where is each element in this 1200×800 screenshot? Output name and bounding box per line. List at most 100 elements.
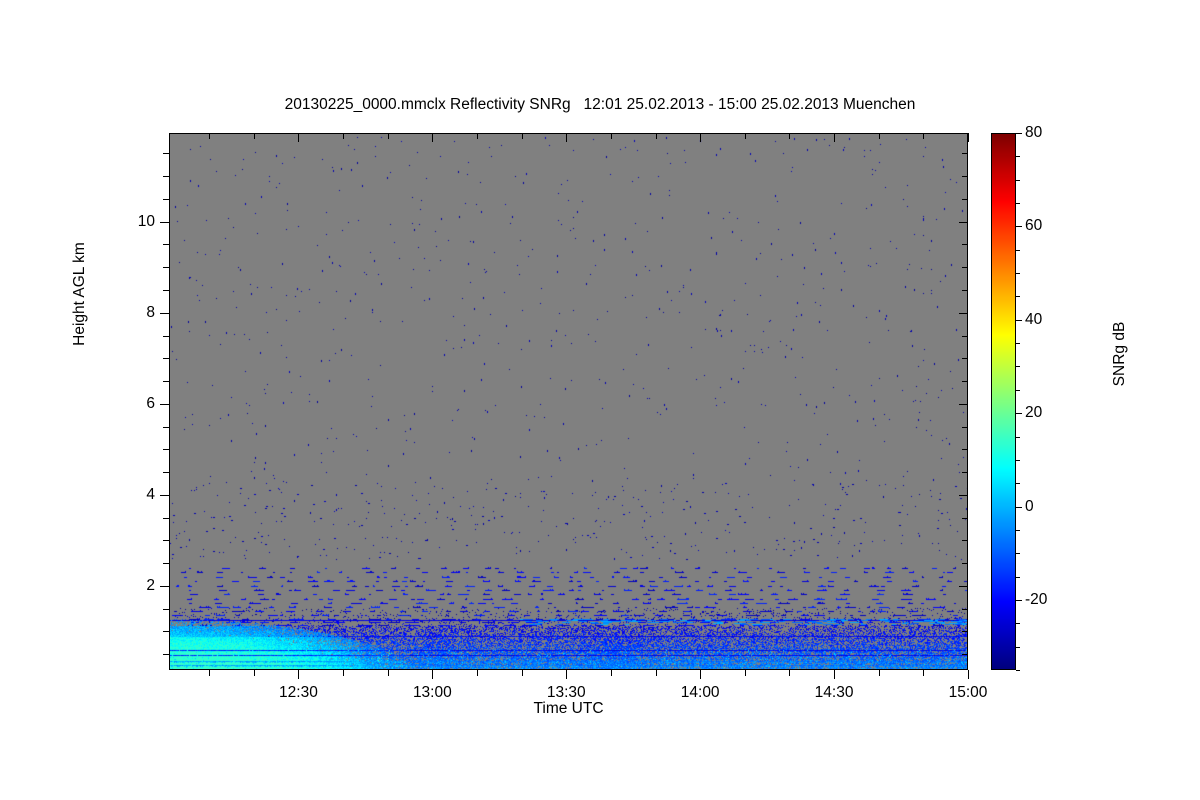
y-axis-tick — [163, 631, 169, 633]
page-title: 20130225_0000.mmclx Reflectivity SNRg 12… — [284, 96, 916, 113]
colorbar-tick — [1016, 343, 1020, 345]
x-axis-tick — [476, 670, 478, 676]
y-axis-tick-label: 4 — [146, 485, 155, 503]
colorbar-tick — [1016, 366, 1020, 368]
x-axis-tick — [744, 670, 746, 676]
y-axis-tick-right — [962, 290, 968, 291]
colorbar-label: SNRg dB — [1111, 321, 1128, 387]
y-axis-tick-right — [962, 449, 968, 451]
colorbar-tick-label: 80 — [1025, 124, 1043, 141]
colorbar-tick — [1016, 459, 1020, 461]
y-axis-tick — [163, 563, 169, 565]
colorbar-tick-label: 60 — [1025, 217, 1043, 235]
x-axis-tick-label: 12:30 — [279, 684, 318, 701]
y-axis-tick-right — [962, 517, 968, 519]
y-axis-tick-right — [959, 494, 968, 496]
x-axis-tick — [610, 670, 612, 676]
x-axis-tick — [253, 670, 255, 676]
colorbar-tick — [1016, 506, 1022, 508]
colorbar-tick — [1016, 179, 1020, 181]
y-axis-tick-right — [962, 358, 968, 360]
y-axis-tick-label: 10 — [137, 212, 155, 230]
x-axis-tick — [923, 670, 925, 676]
y-axis-tick-right — [959, 403, 968, 405]
colorbar-gradient — [991, 133, 1016, 670]
y-axis-tick — [160, 221, 169, 223]
colorbar-tick — [1016, 296, 1020, 298]
y-axis-tick-right — [962, 335, 968, 337]
x-axis-tick-top — [744, 133, 746, 139]
y-axis-tick-label: 6 — [146, 394, 155, 412]
y-axis-tick — [163, 176, 169, 178]
colorbar-tick — [1016, 319, 1022, 321]
y-axis-tick — [160, 494, 169, 496]
y-axis-tick-right — [962, 654, 968, 656]
y-axis-tick-right — [962, 244, 968, 246]
y-axis-tick — [163, 654, 169, 656]
colorbar-tick — [1016, 389, 1020, 391]
x-axis-tick-top — [610, 133, 612, 139]
y-axis-tick — [163, 517, 169, 519]
colorbar: 80 60 40 20 0 -20 — [991, 124, 1047, 671]
y-axis-tick-right — [962, 426, 968, 428]
x-axis-tick — [834, 670, 836, 679]
x-axis-tick-top — [209, 133, 211, 139]
x-axis-tick — [789, 670, 791, 676]
x-axis-tick-top — [253, 133, 255, 139]
x-axis-tick-label: 14:30 — [814, 684, 854, 701]
colorbar-tick — [1016, 156, 1020, 158]
y-axis-tick-right — [959, 221, 968, 223]
y-axis-tick-label: 2 — [146, 576, 155, 594]
y-axis-tick — [163, 449, 169, 451]
colorbar-tick-label: 0 — [1025, 497, 1034, 515]
y-axis-tick — [163, 381, 169, 383]
x-axis-tick-top — [968, 133, 969, 142]
x-axis-tick-top — [343, 133, 345, 139]
colorbar-tick — [1016, 576, 1020, 578]
plot-area — [169, 133, 968, 670]
colorbar-tick — [1016, 670, 1020, 671]
colorbar-tick-label: 20 — [1025, 404, 1043, 422]
x-axis-tick — [432, 670, 434, 679]
y-axis-tick-right — [959, 585, 968, 587]
y-axis-tick — [163, 472, 169, 474]
x-axis-tick — [968, 670, 969, 679]
colorbar-tick — [1016, 483, 1020, 485]
colorbar-tick — [1016, 436, 1020, 438]
colorbar-tick — [1016, 646, 1020, 648]
y-axis-tick — [160, 403, 169, 405]
y-axis-tick — [160, 312, 169, 314]
x-axis-tick-top — [700, 133, 702, 142]
reflectivity-heatmap — [170, 134, 967, 669]
colorbar-tick — [1016, 529, 1020, 531]
y-axis-tick-label: 8 — [146, 303, 155, 321]
colorbar-tick — [1016, 273, 1020, 275]
x-axis-tick — [209, 670, 211, 676]
x-axis-label: Time UTC — [533, 700, 604, 717]
x-axis-tick — [878, 670, 880, 676]
x-axis-tick-top — [566, 133, 568, 142]
y-axis-tick — [163, 335, 169, 337]
x-axis-tick-top — [432, 133, 434, 142]
y-axis-tick — [163, 426, 169, 428]
colorbar-tick — [1016, 203, 1020, 205]
y-axis-tick-right — [962, 176, 968, 178]
y-axis-label: Height AGL km — [71, 242, 88, 346]
y-axis-tick-right — [962, 563, 968, 565]
y-axis-tick-right — [962, 153, 968, 155]
y-axis-tick-right — [962, 631, 968, 633]
y-axis-tick-right — [962, 608, 968, 610]
x-axis-tick — [343, 670, 345, 676]
colorbar-tick — [1016, 553, 1020, 555]
x-axis-tick-top — [923, 133, 925, 139]
colorbar-tick — [1016, 226, 1022, 228]
x-axis-tick — [298, 670, 300, 679]
colorbar-tick-label: -20 — [1025, 590, 1048, 608]
y-axis-tick-right — [962, 472, 968, 474]
x-axis-tick-top — [878, 133, 880, 139]
y-axis-tick-right — [962, 198, 968, 200]
y-axis-tick — [163, 267, 169, 269]
y-axis-tick — [163, 290, 169, 291]
colorbar-tick — [1016, 623, 1020, 625]
